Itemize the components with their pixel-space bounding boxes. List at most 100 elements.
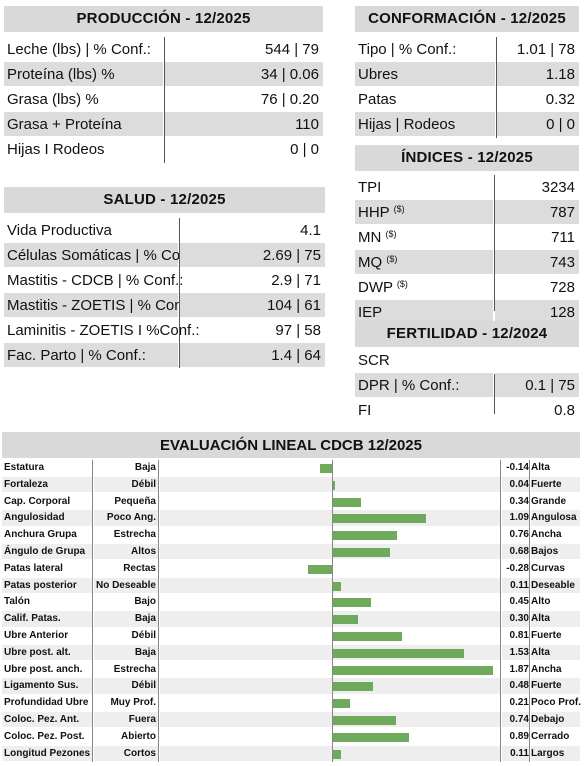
lineal-row-shade	[160, 678, 500, 694]
lineal-bar	[332, 531, 398, 541]
lineal-col-divider	[529, 460, 530, 763]
produccion-label: Proteína (lbs) %	[4, 62, 163, 86]
fertilidad-label: DPR | % Conf.:	[355, 373, 493, 397]
lineal-row-shade	[502, 611, 530, 627]
lineal-col-divider	[500, 460, 501, 763]
lineal-row-shade	[502, 644, 530, 661]
lineal-value: 0.30	[509, 613, 529, 625]
produccion-row: Leche (lbs) | % Conf.: 544 | 79	[4, 37, 323, 62]
salud-row: Laminitis - ZOETIS I %Conf.: 97 | 58	[4, 318, 325, 343]
conformacion-value: 1.01 | 78	[516, 41, 575, 58]
lineal-row-coloc-pez-post: Coloc. Pez. Post. Abierto 0.89 Cerrado	[2, 729, 580, 746]
fertilidad-label: SCR	[355, 348, 493, 372]
conformacion-value: 0.32	[545, 91, 575, 108]
lineal-high-label: Grande	[531, 495, 567, 507]
lineal-bar	[332, 665, 493, 675]
indices-label: IEP	[355, 300, 493, 324]
produccion-table: Leche (lbs) | % Conf.: 544 | 79 Proteína (…	[4, 37, 323, 162]
salud-row: Células Somáticas | % Conf.: 2.69 | 75	[4, 243, 325, 268]
indices-divider	[494, 175, 495, 311]
indices-label-text: DWP	[358, 279, 393, 296]
lineal-row-coloc-pez-ant: Coloc. Pez. Ant. Fuera 0.74 Debajo	[2, 711, 580, 729]
produccion-value: 110	[165, 112, 323, 136]
lineal-row-shade	[531, 577, 580, 594]
salud-row: Mastitis - ZOETIS | % Conf.: 104 | 61	[4, 293, 325, 318]
lineal-trait: Coloc. Pez. Post.	[4, 730, 85, 742]
produccion-row: Grasa + Proteína 110	[4, 112, 323, 137]
conformacion-row: Ubres 1.18	[355, 62, 579, 87]
salud-header: SALUD - 12/2025	[4, 187, 325, 213]
lineal-bar	[332, 682, 374, 692]
lineal-trait: Fortaleza	[4, 478, 48, 490]
lineal-col-divider	[92, 460, 93, 763]
lineal-row-shade	[531, 476, 580, 493]
lineal-low-label: Bajo	[134, 596, 156, 608]
lineal-row-shade	[160, 711, 500, 728]
salud-label-text: Mastitis - CDCB | % Conf.:	[7, 272, 184, 289]
lineal-trait: Longitud Pezones	[4, 747, 91, 759]
produccion-value: 76 | 0.20	[260, 91, 319, 108]
lineal-trait: Ubre post. anch.	[4, 663, 83, 675]
lineal-trait: Ligamento Sus.	[4, 680, 79, 692]
indices-label-text: TPI	[358, 179, 382, 196]
salud-label: Células Somáticas | % Conf.:	[4, 243, 201, 267]
fertilidad-value: 0.1 | 75	[495, 373, 579, 397]
lineal-high-label: Curvas	[531, 562, 565, 574]
lineal-high-label: Ancha	[531, 663, 562, 675]
lineal-row-shade	[502, 476, 530, 493]
conformacion-label-text: Hijas | Rodeos	[358, 116, 456, 133]
lineal-trait: Profundidad Ubre	[4, 697, 89, 709]
conformacion-divider	[496, 37, 497, 138]
conformacion-row: Patas 0.32	[355, 87, 579, 112]
lineal-high-label: Ancha	[531, 529, 562, 541]
lineal-row-shade	[531, 644, 580, 661]
lineal-row-shade	[94, 711, 158, 728]
lineal-value: 0.89	[509, 730, 529, 742]
lineal-bar	[332, 598, 371, 608]
lineal-row-angulo-de-grupa: Ángulo de Grupa Altos 0.68 Bajos	[2, 543, 580, 561]
lineal-low-label: Muy Prof.	[110, 697, 156, 709]
lineal-high-label: Largos	[531, 747, 565, 759]
lineal-high-label: Debajo	[531, 713, 565, 725]
lineal-low-label: Fuera	[128, 713, 156, 725]
conformacion-value: 1.18	[497, 62, 579, 86]
lineal-row-estatura: Estatura Baja -0.14 Alta	[2, 460, 580, 477]
lineal-high-label: Fuerte	[531, 629, 562, 641]
indices-value: 787	[495, 200, 579, 224]
lineal-row-shade	[160, 510, 500, 526]
salud-label: Mastitis - ZOETIS | % Conf.:	[4, 293, 195, 317]
lineal-row-shade	[531, 510, 580, 526]
lineal-value: 0.11	[510, 579, 529, 591]
salud-row: Mastitis - CDCB | % Conf.: 2.9 | 71	[4, 268, 325, 293]
conformacion-label: Hijas | Rodeos	[355, 112, 495, 136]
lineal-bar	[332, 547, 391, 557]
indices-label-text: IEP	[358, 304, 383, 321]
lineal-value: 0.11	[510, 747, 529, 759]
lineal-trait: Patas posterior	[4, 579, 77, 591]
lineal-row-shade	[160, 577, 500, 594]
lineal-row-shade	[531, 678, 580, 694]
lineal-row-longitud-pezones: Longitud Pezones Cortos 0.11 Largos	[2, 745, 580, 763]
salud-row: Vida Productiva 4.1	[4, 218, 325, 243]
indices-label-superscript: ($)	[386, 254, 398, 264]
lineal-row-shade	[160, 745, 500, 762]
lineal-row-ubre-anterior: Ubre Anterior Débil 0.81 Fuerte	[2, 628, 580, 645]
indices-label: MN ($)	[355, 225, 493, 249]
conformacion-table: Tipo | % Conf.: 1.01 | 78 Ubres 1.18 Patas 0.…	[355, 37, 579, 137]
lineal-row-shade	[160, 611, 500, 627]
produccion-label-text: Proteína (lbs) %	[7, 66, 115, 83]
indices-row: HHP ($) 787	[355, 200, 579, 225]
lineal-value: 1.87	[509, 663, 529, 675]
produccion-label: Leche (lbs) | % Conf.:	[4, 37, 163, 61]
lineal-value: 0.81	[509, 629, 529, 641]
lineal-row-ubre-post-anch: Ubre post. anch. Estrecha 1.87 Ancha	[2, 662, 580, 679]
lineal-bar	[332, 514, 426, 524]
indices-label-text: MQ	[358, 254, 383, 271]
salud-value: 2.69 | 75	[180, 243, 325, 267]
fertilidad-row: FI 0.8	[355, 398, 579, 423]
lineal-trait: Estatura	[4, 462, 45, 473]
lineal-bar	[332, 749, 342, 759]
lineal-row-shade	[531, 745, 580, 762]
lineal-bar	[332, 715, 396, 725]
produccion-row: Grasa (lbs) % 76 | 0.20	[4, 87, 323, 112]
